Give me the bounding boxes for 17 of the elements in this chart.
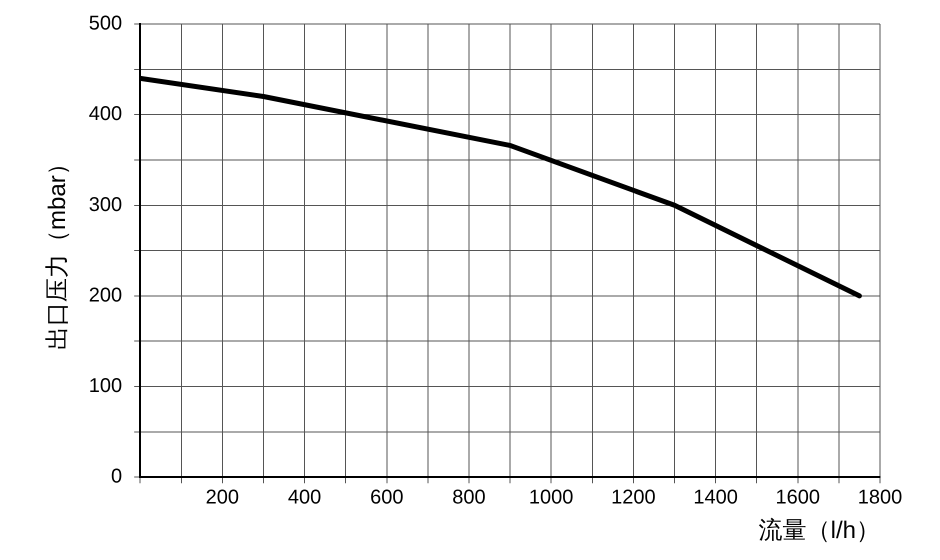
- x-tick-label: 800: [452, 486, 486, 509]
- y-tick-label: 400: [88, 103, 122, 126]
- x-tick-label: 1600: [776, 486, 820, 509]
- x-tick-label: 600: [370, 486, 404, 509]
- y-axis-title: 出口压力（mbar）: [44, 151, 72, 350]
- x-tick-label: 200: [206, 486, 240, 509]
- x-axis-title: 流量（l/h）: [758, 517, 880, 544]
- x-tick-label: 1800: [858, 486, 902, 509]
- y-tick-label: 0: [111, 466, 122, 488]
- y-tick-label: 100: [88, 375, 122, 398]
- y-tick-label: 300: [88, 194, 122, 216]
- x-tick-label: 1000: [528, 486, 574, 509]
- y-tick-label: 200: [88, 284, 122, 306]
- x-tick-label: 1200: [611, 486, 656, 509]
- x-tick-label: 1400: [693, 486, 738, 509]
- x-tick-label: 400: [288, 486, 322, 509]
- y-tick-label: 500: [88, 12, 122, 35]
